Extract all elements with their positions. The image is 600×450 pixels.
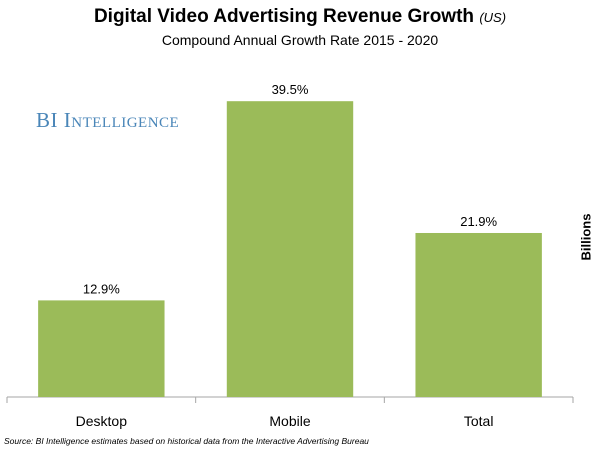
chart-title-text: Digital Video Advertising Revenue Growth [93, 6, 475, 27]
x-tick-label-mobile: Mobile [269, 413, 310, 429]
bar-desktop [38, 300, 165, 397]
bar-total [415, 232, 542, 397]
chart-subtitle: Compound Annual Growth Rate 2015 - 2020 [161, 32, 439, 48]
data-label-desktop: 12.9% [83, 281, 120, 296]
source-note: Source: BI Intelligence estimates based … [4, 436, 369, 446]
data-label-mobile: 39.5% [272, 82, 309, 97]
y-axis-label: Billions [578, 213, 594, 261]
x-tick-label-desktop: Desktop [76, 413, 128, 429]
data-label-total: 21.9% [460, 214, 497, 229]
chart-title: Digital Video Advertising Revenue Growth… [0, 6, 600, 28]
bar-mobile [226, 101, 354, 397]
x-tick-label-total: Total [464, 413, 494, 429]
bi-intelligence-logo: BI Intelligence [36, 108, 180, 132]
chart-title-note: (US) [479, 10, 507, 25]
